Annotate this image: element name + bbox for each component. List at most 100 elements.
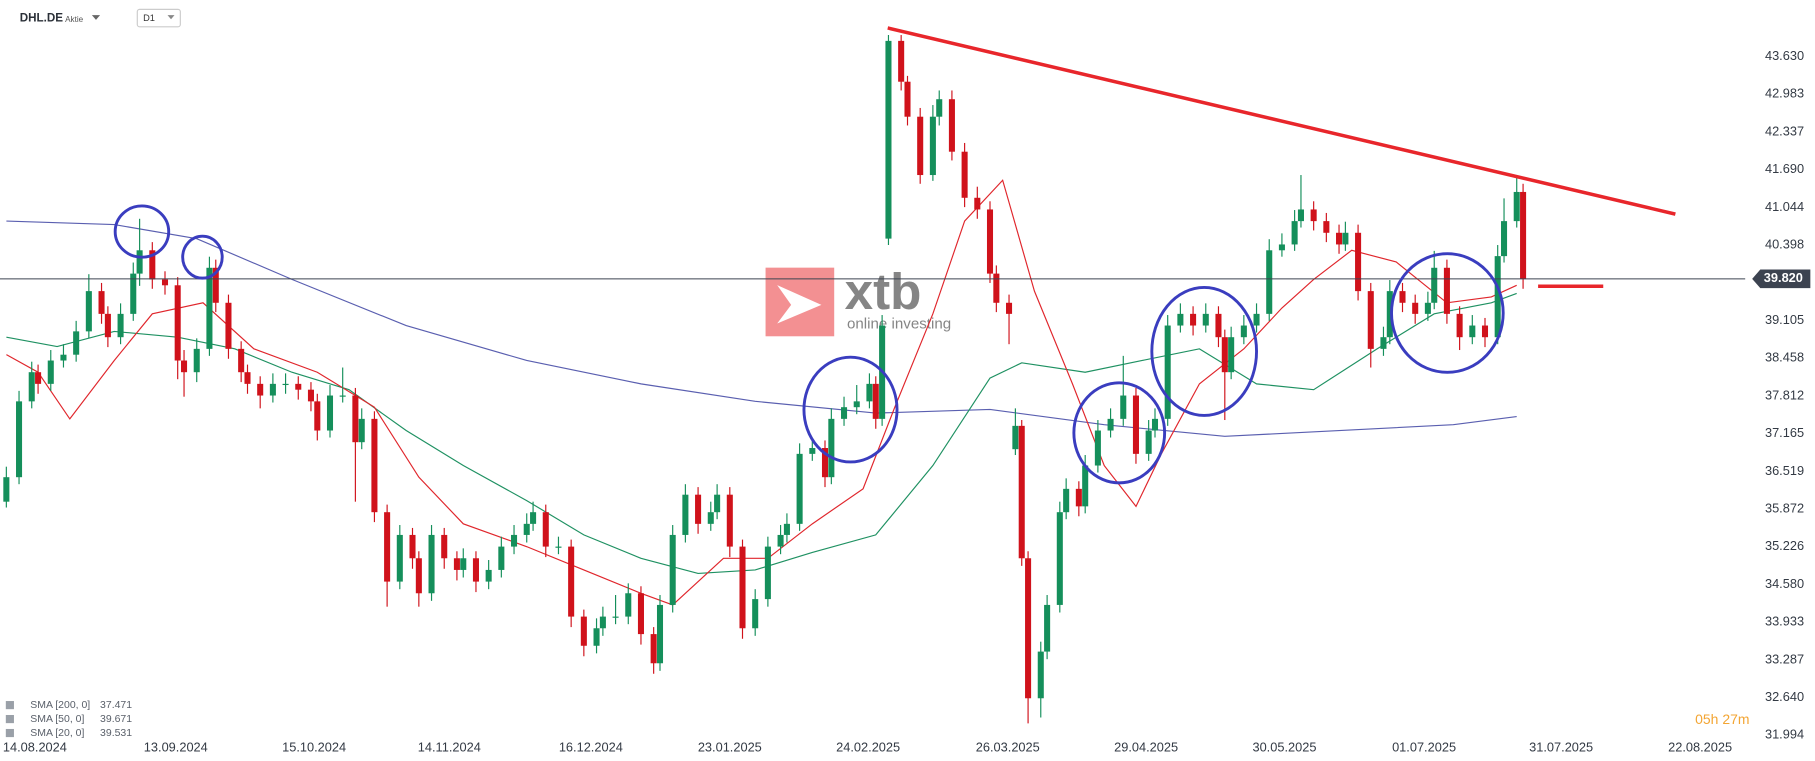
candle-body xyxy=(637,593,644,635)
candle-body xyxy=(1120,395,1127,419)
candle-body xyxy=(1164,325,1171,419)
candle-body xyxy=(917,116,924,176)
y-tick-label: 37.812 xyxy=(1765,387,1804,402)
brand: xtb xyxy=(845,263,922,320)
candle-body xyxy=(326,395,334,431)
candle-body xyxy=(530,512,537,524)
candle-body xyxy=(1221,337,1228,373)
candle-body xyxy=(1310,209,1317,222)
x-tick-label: 29.04.2025 xyxy=(1114,740,1178,755)
candle-body xyxy=(853,401,860,408)
legend-name: SMA [200, 0] xyxy=(30,700,90,711)
countdown: 05h 27m xyxy=(1695,711,1749,727)
candle-body xyxy=(485,569,492,582)
candle-body xyxy=(1132,395,1139,454)
candle-body xyxy=(669,534,676,605)
candle-body xyxy=(695,494,702,524)
legend-icon xyxy=(5,728,14,738)
timeframe-box[interactable] xyxy=(136,8,181,28)
candle-body xyxy=(1494,256,1501,338)
candle-body xyxy=(904,81,911,117)
candle-body xyxy=(568,546,575,617)
candle-body xyxy=(1520,191,1527,279)
candle-body xyxy=(415,558,422,594)
candle-body xyxy=(1266,250,1273,314)
circle-annotation xyxy=(802,355,899,464)
x-tick-label: 22.08.2025 xyxy=(1668,740,1732,755)
x-tick-label: 31.07.2025 xyxy=(1529,740,1593,755)
candle-body xyxy=(885,40,892,239)
candle-body xyxy=(244,372,251,384)
candle-body xyxy=(936,99,943,117)
y-tick-label: 36.519 xyxy=(1765,463,1804,478)
timeframe: D1 xyxy=(143,13,155,23)
candle-body xyxy=(1018,425,1025,559)
price-label: 39.820 xyxy=(1764,270,1803,285)
candle-body xyxy=(1323,221,1330,233)
candle-body xyxy=(1336,232,1343,245)
sma-line xyxy=(6,179,1517,606)
legend-name: SMA [20, 0] xyxy=(30,728,84,739)
candle-body xyxy=(104,313,111,338)
candle-body xyxy=(212,267,219,303)
candle-body xyxy=(1177,313,1184,326)
candle-body xyxy=(339,395,346,397)
candle-body xyxy=(828,418,835,478)
y-tick-label: 35.872 xyxy=(1765,501,1804,516)
legend-icon xyxy=(5,714,14,724)
candle-body xyxy=(580,616,587,646)
candle-body xyxy=(726,494,733,547)
candle-body xyxy=(593,628,600,646)
legend: SMA [200, 0] 37.471 SMA [50, 0] 39.671 SMA [… xyxy=(5,700,132,739)
candle-body xyxy=(809,448,816,454)
y-tick-label: 42.983 xyxy=(1765,86,1804,101)
candle-body xyxy=(1469,325,1476,338)
candle-body xyxy=(174,285,181,361)
candle-body xyxy=(314,401,321,431)
candle-body xyxy=(961,151,968,198)
candle-body xyxy=(130,273,137,314)
candle-body xyxy=(1412,302,1419,314)
y-tick-label: 42.337 xyxy=(1765,123,1804,138)
circle-annotation xyxy=(1390,252,1505,374)
logo-mark xyxy=(777,285,822,324)
legend-value: 39.671 xyxy=(100,714,132,725)
candle-body xyxy=(707,512,714,524)
x-tick-label: 24.02.2025 xyxy=(836,740,900,755)
legend-value: 37.471 xyxy=(100,700,132,711)
candle-body xyxy=(1386,291,1393,338)
candle-body xyxy=(866,383,873,402)
drawings xyxy=(113,204,1505,485)
candle-body xyxy=(1012,425,1019,450)
candle-body xyxy=(993,273,1000,303)
candle-body xyxy=(650,634,657,664)
x-tick-label: 15.10.2024 xyxy=(282,740,346,755)
candle-body xyxy=(625,593,632,617)
symbol: DHL.DE xyxy=(20,12,64,25)
candle-body xyxy=(1056,512,1063,605)
price-label-box xyxy=(1752,269,1811,289)
legend-icon xyxy=(5,701,14,710)
y-tick-label: 31.994 xyxy=(1765,727,1804,742)
candle-body xyxy=(1037,651,1044,699)
candle-body xyxy=(282,383,289,386)
candle-body xyxy=(396,534,403,582)
candle-body xyxy=(1355,232,1362,292)
candles xyxy=(3,35,1527,724)
candle-body xyxy=(307,389,314,402)
candle-body xyxy=(1399,291,1406,303)
candle-body xyxy=(1456,313,1463,338)
candle-body xyxy=(269,383,276,396)
trendline xyxy=(887,26,1676,216)
y-tick-label: 37.165 xyxy=(1765,425,1804,440)
instrument-type: Aktie xyxy=(65,15,84,24)
candle-body xyxy=(1297,209,1304,222)
axes: 43.630 42.983 42.337 41.690 41.044 40.398 39.1… xyxy=(0,48,1811,755)
y-tick-label: 41.690 xyxy=(1765,161,1804,176)
candle-body xyxy=(225,302,232,349)
candle-body xyxy=(841,407,848,419)
candle-body xyxy=(295,383,302,390)
x-tick-label: 14.11.2024 xyxy=(418,740,481,755)
x-tick-label: 13.09.2024 xyxy=(144,740,208,755)
dropdown-arrow[interactable] xyxy=(91,15,101,20)
